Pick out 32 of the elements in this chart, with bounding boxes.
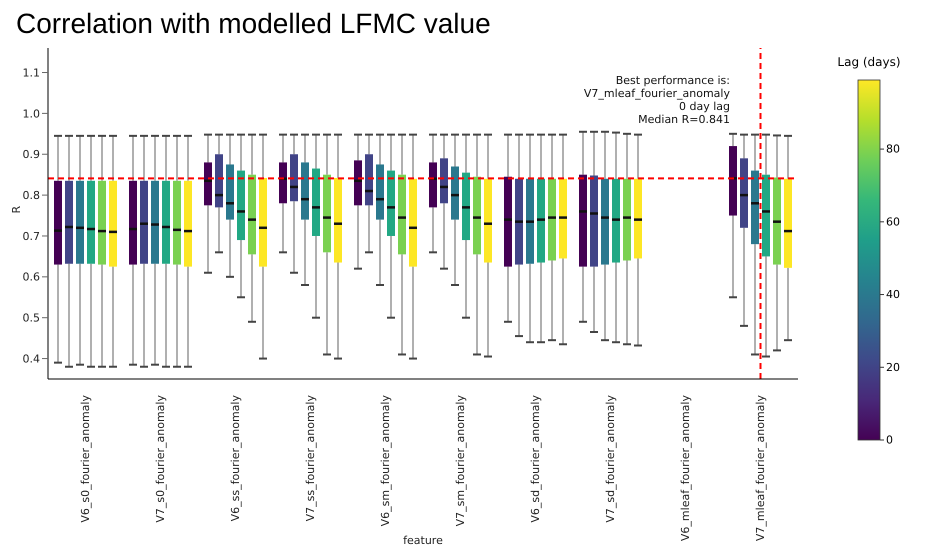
color-bar-label: 80: [886, 142, 900, 156]
annotation: Median R=0.841: [637, 113, 730, 126]
x-tick-label: V7_sd_fourier_anomaly: [604, 394, 617, 523]
y-tick-label: 1.1: [22, 66, 40, 80]
y-tick-label: 0.9: [22, 148, 40, 162]
x-tick-label: V7_sm_fourier_anomaly: [454, 394, 467, 526]
color-bar-label: 40: [886, 288, 900, 302]
color-bar-title: Lag (days): [837, 55, 901, 69]
x-tick-label: V6_sm_fourier_anomaly: [379, 394, 392, 526]
y-tick-label: 0.6: [22, 270, 40, 284]
color-bar-label: 0: [886, 434, 893, 446]
x-tick-label: V7_mleaf_fourier_anomaly: [754, 394, 767, 542]
x-tick-label: V7_s0_fourier_anomaly: [154, 394, 167, 523]
color-bar-label: 20: [886, 360, 900, 374]
x-tick-label: V6_ss_fourier_anomaly: [229, 394, 242, 522]
x-tick-label: V6_sd_fourier_anomaly: [529, 394, 542, 523]
annotation: V7_mleaf_fourier_anomaly: [584, 87, 730, 100]
y-tick-label: 0.8: [22, 189, 40, 202]
x-axis-title: feature: [403, 534, 444, 547]
y-axis-title: R: [10, 206, 23, 214]
y-tick-label: 0.4: [22, 352, 40, 366]
y-tick-label: 1.0: [22, 107, 40, 120]
x-tick-label: V7_ss_fourier_anomaly: [304, 394, 317, 522]
annotation: Best performance is:: [614, 74, 730, 87]
x-tick-label: V6_mleaf_fourier_anomaly: [679, 394, 692, 542]
annotation: 0 day lag: [678, 100, 730, 113]
x-tick-label: V6_s0_fourier_anomaly: [79, 394, 92, 523]
color-bar-label: 60: [886, 215, 900, 228]
chart-title: Correlation with modelled LFMC value: [16, 8, 492, 41]
y-tick-label: 0.7: [22, 230, 40, 243]
colorbar: Lag (days) 0 20 40 60 80: [808, 44, 918, 474]
y-tick-label: 0.5: [22, 312, 40, 325]
